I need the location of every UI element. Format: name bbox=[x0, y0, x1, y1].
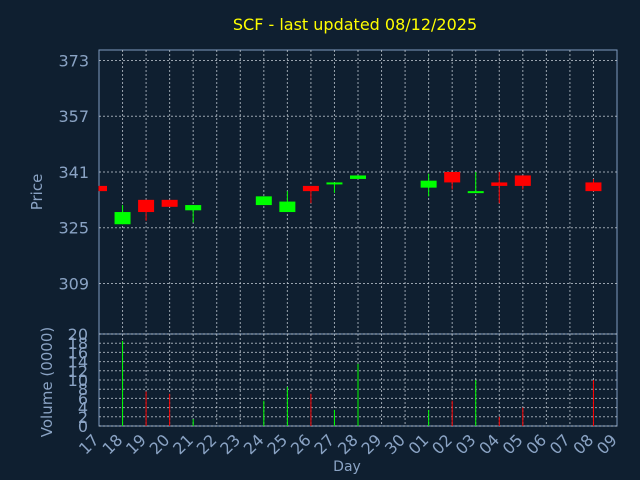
candle-body bbox=[350, 175, 366, 179]
candle-body bbox=[185, 205, 202, 211]
candle-body bbox=[302, 185, 319, 192]
volume-tick-label: 12 bbox=[68, 362, 88, 381]
volume-tick-label: 2 bbox=[78, 408, 88, 427]
price-tick-label: 325 bbox=[58, 219, 89, 238]
candle-body bbox=[99, 185, 107, 192]
volume-tick-label: 10 bbox=[68, 371, 88, 390]
candle-body bbox=[491, 182, 508, 186]
candle-body bbox=[514, 175, 531, 186]
volume-tick-label: 4 bbox=[78, 399, 88, 418]
price-axis-label: Price bbox=[28, 174, 46, 211]
x-tick-label: 09 bbox=[593, 430, 621, 458]
volume-tick-label: 14 bbox=[68, 353, 88, 372]
candle-body bbox=[114, 212, 131, 225]
candles bbox=[98, 171, 602, 225]
candle-body bbox=[444, 171, 461, 183]
price-tick-label: 373 bbox=[58, 51, 89, 70]
x-axis-ticks: 1718192021222324252627282930010203040506… bbox=[75, 430, 621, 458]
volume-tick-label: 8 bbox=[78, 380, 88, 399]
chart-title: SCF - last updated 08/12/2025 bbox=[233, 15, 477, 34]
price-tick-label: 341 bbox=[58, 163, 89, 182]
candle-body bbox=[255, 196, 272, 206]
x-axis-label: Day bbox=[333, 459, 361, 475]
volume-tick-label: 0 bbox=[78, 417, 88, 436]
candle-body bbox=[326, 182, 343, 185]
candle-body bbox=[279, 201, 296, 213]
candle-body bbox=[585, 182, 602, 192]
volume-axis-label: Volume (0000) bbox=[38, 327, 56, 437]
volume-bars bbox=[122, 340, 594, 426]
volume-tick-label: 18 bbox=[68, 334, 88, 353]
candle-body bbox=[161, 199, 178, 207]
price-tick-label: 309 bbox=[58, 274, 89, 293]
price-axis-ticks: 309 325 341 357 373 bbox=[58, 51, 89, 293]
candle-body bbox=[467, 191, 484, 194]
volume-tick-label: 20 bbox=[68, 325, 88, 344]
candle-body bbox=[420, 180, 437, 188]
volume-tick-label: 16 bbox=[68, 343, 88, 362]
candle-body bbox=[138, 199, 155, 213]
grid-lines bbox=[99, 50, 617, 427]
volume-tick-label: 6 bbox=[78, 389, 88, 408]
price-tick-label: 357 bbox=[58, 107, 89, 126]
